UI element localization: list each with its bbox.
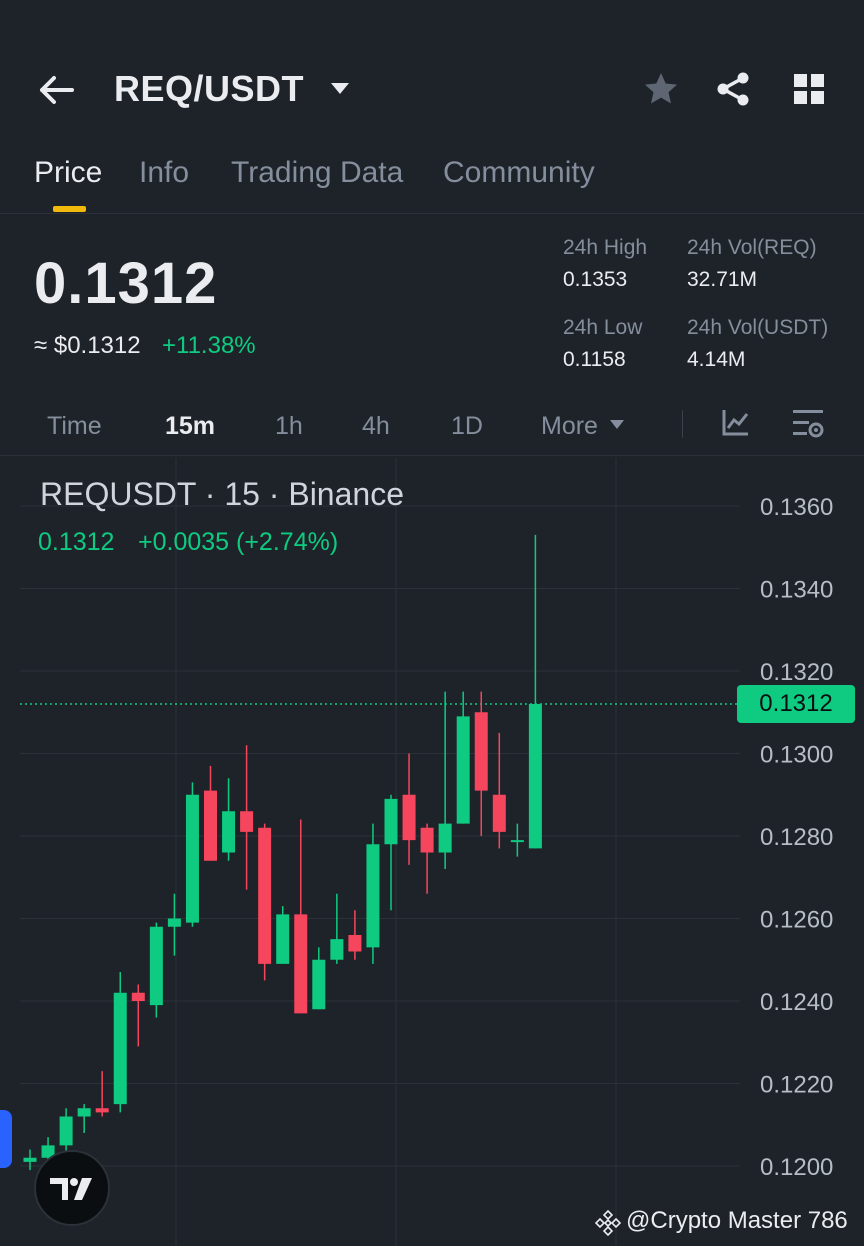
watermark-text: @Crypto Master 786 [626,1207,848,1234]
y-tick-label: 0.1200 [760,1154,833,1181]
high-value: 0.1353 [563,268,628,291]
candle-body [420,827,434,853]
back-arrow-icon[interactable] [36,72,76,108]
candle-body [312,959,326,1010]
y-tick-label: 0.1300 [760,742,833,769]
interval-more[interactable]: More [541,412,598,440]
candle-body [438,823,452,853]
candle-body [402,794,416,841]
y-tick-label: 0.1340 [760,577,833,604]
candle-body [131,992,145,1001]
candle-body [258,827,272,964]
interval-4h[interactable]: 4h [362,412,390,440]
vol-base-label: 24h Vol(REQ) [687,236,817,259]
tab-price[interactable]: Price [34,156,103,189]
candle-body [185,794,199,923]
app-header: REQ/USDT [0,0,864,140]
candle-body [59,1116,73,1146]
dropdown-caret-icon[interactable] [330,82,350,96]
candle-body [456,716,470,824]
chart-settings-icon[interactable] [790,406,826,442]
tradingview-logo-icon [50,1178,92,1200]
interval-1h[interactable]: 1h [275,412,303,440]
candle-body [510,840,524,843]
y-tick-label: 0.1320 [760,659,833,686]
candle-body [474,712,488,791]
usd-price: ≈ $0.1312 [34,332,141,359]
candle-body [77,1108,91,1117]
last-price: 0.1312 [34,251,218,316]
pair-selector[interactable]: REQ/USDT [114,68,305,109]
favorite-star-icon[interactable] [642,70,680,108]
chart-canvas[interactable]: 0.1360 0.1340 0.1320 0.1300 0.1280 0.1260 0.12… [0,458,864,1246]
share-icon[interactable] [714,70,752,108]
y-tick-label: 0.1360 [760,494,833,521]
candle-body [492,794,506,832]
low-label: 24h Low [563,316,643,339]
page-tabs: Price Info Trading Data Community [0,150,864,214]
candle-body [348,935,362,952]
candle-body [204,790,217,861]
candle-body [384,798,398,845]
more-caret-icon [610,420,624,429]
candlestick-chart[interactable]: 0.1360 0.1340 0.1320 0.1300 0.1280 0.1260 0.12… [0,458,864,1246]
current-price-tag: 0.1312 [737,685,855,723]
candle-body [528,704,542,849]
candle-body [149,926,163,1006]
candle-body [276,914,290,964]
price-change-percent: +11.38% [162,332,256,359]
interval-divider [682,410,683,438]
candle-body [294,914,308,1014]
drawing-toolbar-handle[interactable] [0,1110,12,1168]
chart-symbol-title: REQUSDT · 15 · Binance [40,476,404,512]
candle-body [23,1157,37,1162]
interval-time[interactable]: Time [47,412,102,440]
candle-body [113,992,127,1105]
vol-base-value: 32.71M [687,268,758,291]
chart-price-change: +0.0035 (+2.74%) [138,528,339,556]
tab-info[interactable]: Info [139,156,190,189]
candle-body [95,1108,109,1113]
vol-quote-label: 24h Vol(USDT) [687,316,829,339]
interval-15m[interactable]: 15m [165,412,216,440]
interval-1d[interactable]: 1D [451,412,483,440]
tab-community[interactable]: Community [443,156,595,189]
indicator-chart-icon[interactable] [720,406,752,438]
candle-body [240,811,254,832]
y-tick-label: 0.1220 [760,1072,833,1099]
high-label: 24h High [563,236,648,259]
interval-bar: Time 15m 1h 4h 1D More [0,400,864,456]
y-tick-label: 0.1280 [760,824,833,851]
candle-body [222,811,236,853]
tab-trading-data[interactable]: Trading Data [231,156,404,189]
grid-menu-icon[interactable] [792,72,826,106]
y-tick-label: 0.1260 [760,907,833,934]
low-value: 0.1158 [563,348,626,371]
chart-last-price: 0.1312 [38,528,115,556]
candle-body [330,939,344,960]
active-tab-indicator [53,206,86,212]
candle-body [366,844,380,948]
tradingview-logo [34,1150,110,1226]
vol-quote-value: 4.14M [687,348,746,371]
y-tick-label: 0.1240 [760,989,833,1016]
binance-logo-icon [594,1209,622,1237]
candle-body [167,918,181,927]
